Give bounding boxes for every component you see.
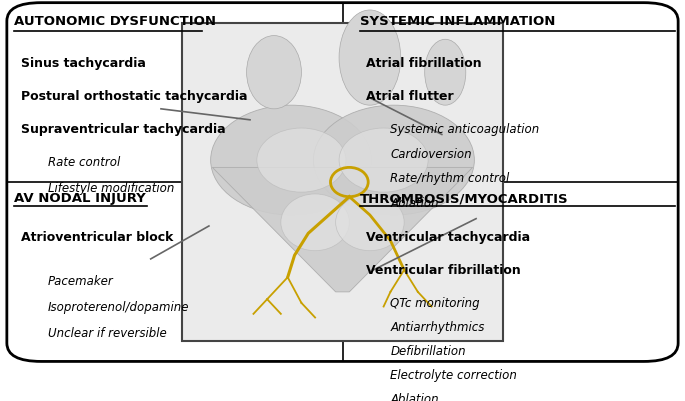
Text: Ventricular tachycardia: Ventricular tachycardia — [366, 230, 531, 243]
Text: Systemic anticoagulation: Systemic anticoagulation — [390, 122, 540, 135]
Text: THROMBOSIS/MYOCARDITIS: THROMBOSIS/MYOCARDITIS — [360, 192, 569, 205]
Text: AUTONOMIC DYSFUNCTION: AUTONOMIC DYSFUNCTION — [14, 14, 216, 28]
Ellipse shape — [281, 194, 349, 251]
Polygon shape — [212, 168, 473, 292]
Ellipse shape — [210, 106, 371, 215]
Text: Supraventricular tachycardia: Supraventricular tachycardia — [21, 122, 225, 135]
Text: Ablation: Ablation — [390, 197, 439, 210]
Ellipse shape — [313, 106, 474, 215]
Text: Isoproterenol/dopamine: Isoproterenol/dopamine — [48, 300, 190, 313]
Text: Rate/rhythm control: Rate/rhythm control — [390, 172, 510, 185]
Text: Cardioversion: Cardioversion — [390, 147, 472, 160]
Text: Ablation: Ablation — [390, 392, 439, 401]
Text: Lifestyle modification: Lifestyle modification — [48, 182, 174, 194]
FancyBboxPatch shape — [7, 4, 678, 362]
Text: AV NODAL INJURY: AV NODAL INJURY — [14, 192, 145, 205]
Text: Atrial fibrillation: Atrial fibrillation — [366, 57, 482, 69]
Text: Pacemaker: Pacemaker — [48, 274, 114, 287]
Text: Antiarrhythmics: Antiarrhythmics — [390, 320, 485, 333]
Text: Rate control: Rate control — [48, 155, 120, 168]
Text: Unclear if reversible: Unclear if reversible — [48, 326, 166, 339]
FancyBboxPatch shape — [182, 24, 503, 341]
Text: Atrial flutter: Atrial flutter — [366, 89, 454, 102]
Text: Ventricular fibrillation: Ventricular fibrillation — [366, 263, 521, 276]
Ellipse shape — [425, 40, 466, 106]
Ellipse shape — [339, 11, 401, 106]
Text: QTc monitoring: QTc monitoring — [390, 296, 480, 309]
Text: Postural orthostatic tachycardia: Postural orthostatic tachycardia — [21, 89, 247, 102]
Text: Defibrillation: Defibrillation — [390, 344, 466, 357]
Text: Atrioventricular block: Atrioventricular block — [21, 230, 173, 243]
Text: Sinus tachycardia: Sinus tachycardia — [21, 57, 145, 69]
Text: SYSTEMIC INFLAMMATION: SYSTEMIC INFLAMMATION — [360, 14, 555, 28]
Ellipse shape — [257, 129, 346, 192]
Ellipse shape — [339, 129, 428, 192]
Ellipse shape — [336, 194, 404, 251]
Ellipse shape — [247, 36, 301, 109]
Text: Electrolyte correction: Electrolyte correction — [390, 368, 517, 381]
